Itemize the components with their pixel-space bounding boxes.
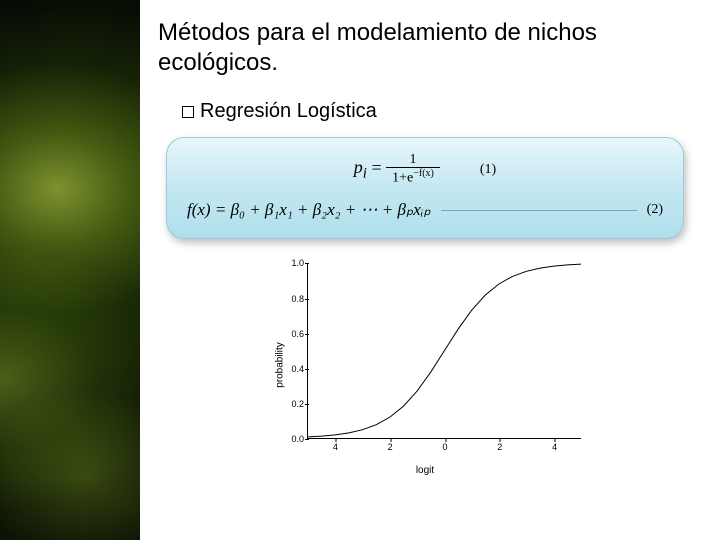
bullet-label: Regresión Logística [200, 100, 377, 122]
eq1-den-base: 1+e [392, 171, 413, 186]
chart-ytick: 0.0 [280, 434, 304, 444]
equation-2-row: f(x) = β₀ + β₁x₁ + β₂x₂ + ⋯ + βₚxᵢₚ (2) [187, 200, 663, 220]
eq2-number: (2) [647, 202, 663, 218]
chart-ytick: 0.2 [280, 399, 304, 409]
chart-xtick: 4 [333, 442, 338, 452]
equation-1: pi = 1 1+e−f(x) (1) [187, 152, 663, 186]
eq1-denominator: 1+e−f(x) [386, 168, 440, 186]
chart-plot-area: 0.00.20.40.60.81.042024 [307, 263, 581, 439]
bullet-icon [182, 106, 194, 118]
chart-ytick: 0.8 [280, 294, 304, 304]
chart-ytick: 1.0 [280, 258, 304, 268]
eq1-equals: = [367, 157, 386, 177]
equation-2: f(x) = β₀ + β₁x₁ + β₂x₂ + ⋯ + βₚxᵢₚ [187, 200, 431, 220]
bullet-row: Regresión Logística [158, 100, 692, 123]
logistic-chart: probability 0.00.20.40.60.81.042024 logi… [255, 257, 595, 472]
chart-xtick: 2 [497, 442, 502, 452]
slide-title: Métodos para el modelamiento de nichos e… [158, 18, 692, 78]
chart-xtick: 2 [388, 442, 393, 452]
chart-xlabel: logit [416, 465, 434, 476]
eq1-numerator: 1 [386, 152, 440, 168]
eq1-den-exp: −f(x) [413, 168, 434, 179]
eq1-number: (1) [480, 162, 496, 177]
chart-curve [308, 263, 581, 438]
eq1-lhs: p [354, 157, 363, 177]
equation-2-rule [441, 210, 637, 211]
chart-ytick: 0.4 [280, 364, 304, 374]
formula-box: pi = 1 1+e−f(x) (1) f(x) = β₀ + β₁x₁ + β… [166, 137, 684, 239]
eq1-fraction: 1 1+e−f(x) [386, 152, 440, 186]
chart-xtick: 0 [442, 442, 447, 452]
chart-xtick: 4 [552, 442, 557, 452]
slide-content: Métodos para el modelamiento de nichos e… [140, 0, 720, 540]
chart-ytick: 0.6 [280, 329, 304, 339]
chart-container: probability 0.00.20.40.60.81.042024 logi… [158, 257, 692, 472]
